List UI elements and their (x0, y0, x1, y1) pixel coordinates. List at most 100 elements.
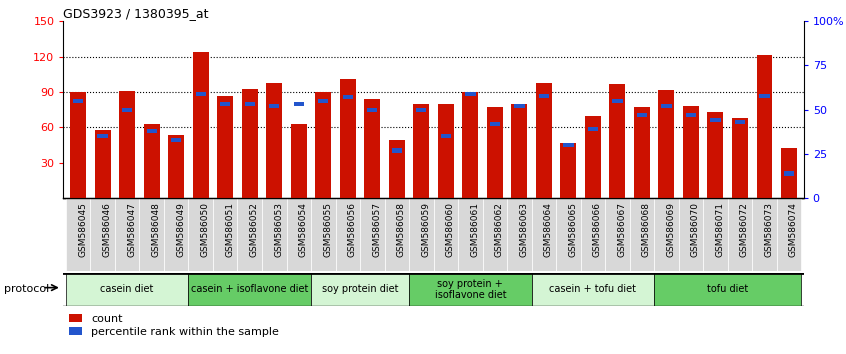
Bar (756, 56, 772, 198)
Bar (609, 84, 625, 198)
Bar (95, 130, 111, 198)
Text: protocol: protocol (4, 284, 49, 293)
Bar (414, 104, 429, 198)
Bar (605, 198, 629, 271)
Text: GSM586060: GSM586060 (446, 202, 455, 257)
Text: GSM586062: GSM586062 (495, 202, 504, 257)
Bar (613, 99, 623, 103)
Bar (458, 198, 482, 271)
Text: GSM586052: GSM586052 (250, 202, 259, 257)
Bar (433, 198, 458, 271)
Bar (195, 92, 206, 96)
Text: GSM586070: GSM586070 (691, 202, 700, 257)
Bar (539, 93, 549, 98)
Text: GSM586055: GSM586055 (323, 202, 332, 257)
Bar (122, 108, 132, 112)
Bar (73, 99, 84, 103)
Bar (291, 124, 307, 198)
Bar (487, 107, 503, 198)
Text: GSM586073: GSM586073 (765, 202, 773, 257)
Bar (580, 198, 605, 271)
Bar (732, 118, 748, 198)
Text: GSM586071: GSM586071 (716, 202, 724, 257)
Bar (514, 104, 525, 108)
Bar (392, 148, 402, 153)
Text: GSM586074: GSM586074 (789, 202, 798, 257)
Bar (91, 198, 115, 271)
Bar (213, 198, 238, 271)
Bar (634, 107, 650, 198)
Bar (735, 120, 745, 124)
Bar (238, 198, 262, 271)
Bar (654, 273, 801, 306)
Bar (438, 104, 453, 198)
Text: GDS3923 / 1380395_at: GDS3923 / 1380395_at (63, 7, 209, 20)
Bar (654, 198, 678, 271)
Bar (678, 198, 703, 271)
Text: GSM586050: GSM586050 (201, 202, 210, 257)
Bar (287, 198, 311, 271)
Bar (585, 116, 601, 198)
Bar (343, 95, 353, 99)
Text: GSM586069: GSM586069 (667, 202, 675, 257)
Bar (465, 92, 475, 96)
Text: GSM586045: GSM586045 (78, 202, 87, 257)
Bar (658, 90, 674, 198)
Bar (367, 108, 377, 112)
Bar (146, 129, 157, 133)
Bar (560, 143, 576, 198)
Bar (311, 273, 409, 306)
Text: GSM586058: GSM586058 (397, 202, 406, 257)
Bar (144, 124, 160, 198)
Text: GSM586066: GSM586066 (593, 202, 602, 257)
Bar (556, 198, 580, 271)
Bar (318, 99, 328, 103)
Text: GSM586059: GSM586059 (421, 202, 431, 257)
Bar (244, 102, 255, 107)
Legend: count, percentile rank within the sample: count, percentile rank within the sample (69, 314, 279, 337)
Text: GSM586072: GSM586072 (740, 202, 749, 257)
Bar (189, 198, 213, 271)
Bar (360, 198, 385, 271)
Bar (752, 198, 777, 271)
Bar (686, 113, 696, 117)
Text: tofu diet: tofu diet (707, 284, 749, 295)
Text: casein diet: casein diet (101, 284, 154, 295)
Text: GSM586064: GSM586064 (544, 202, 553, 257)
Bar (409, 198, 433, 271)
Bar (536, 82, 552, 198)
Bar (777, 198, 801, 271)
Bar (220, 102, 230, 107)
Bar (662, 104, 672, 108)
Bar (507, 198, 531, 271)
Bar (463, 92, 478, 198)
Bar (385, 198, 409, 271)
Bar (531, 198, 556, 271)
Bar (416, 108, 426, 112)
Text: GSM586049: GSM586049 (176, 202, 185, 257)
Text: GSM586048: GSM586048 (151, 202, 161, 257)
Bar (760, 93, 770, 98)
Bar (711, 118, 721, 122)
Bar (269, 104, 279, 108)
Text: soy protein +
isoflavone diet: soy protein + isoflavone diet (435, 279, 506, 300)
Bar (140, 198, 164, 271)
Bar (490, 122, 500, 126)
Bar (311, 198, 336, 271)
Bar (193, 52, 209, 198)
Text: soy protein diet: soy protein diet (321, 284, 398, 295)
Bar (168, 135, 184, 198)
Bar (115, 198, 140, 271)
Text: casein + isoflavone diet: casein + isoflavone diet (191, 284, 309, 295)
Text: GSM586067: GSM586067 (618, 202, 626, 257)
Bar (637, 113, 647, 117)
Text: GSM586053: GSM586053 (274, 202, 283, 257)
Bar (336, 198, 360, 271)
Bar (164, 198, 189, 271)
Text: GSM586061: GSM586061 (470, 202, 480, 257)
Bar (389, 141, 404, 198)
Bar (683, 106, 699, 198)
Bar (482, 198, 507, 271)
Bar (119, 91, 135, 198)
Bar (189, 273, 311, 306)
